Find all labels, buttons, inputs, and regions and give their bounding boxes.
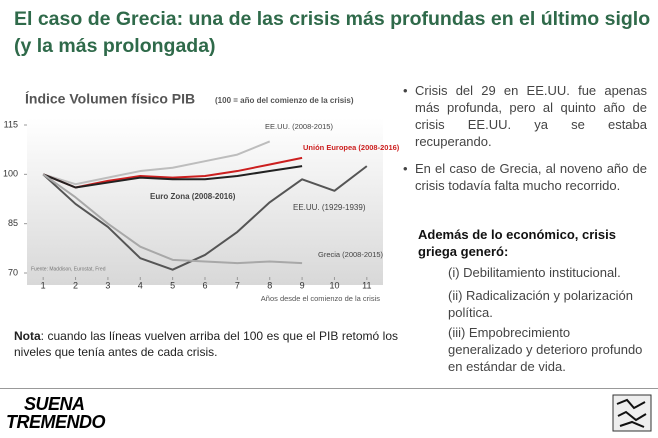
plot-background (27, 118, 383, 285)
chart-subtitle: (100 = año del comienzo de la crisis) (215, 96, 354, 105)
series-label: EE.UU. (1929-1939) (293, 203, 366, 212)
x-axis-label: Años desde el comienzo de la crisis (261, 294, 380, 303)
note: Nota: cuando las líneas vuelven arriba d… (14, 328, 398, 360)
series-label: Grecia (2008-2015) (318, 250, 384, 259)
x-tick-label: 2 (73, 280, 78, 290)
slide-title: El caso de Grecia: una de las crisis más… (14, 8, 651, 57)
x-tick-label: 4 (138, 280, 143, 290)
bullet: En el caso de Grecia, al noveno año de c… (403, 160, 647, 194)
y-tick-label: 115 (4, 119, 18, 129)
divider (0, 388, 658, 389)
chart-title: Índice Volumen físico PIB (25, 91, 195, 107)
x-tick-label: 10 (329, 280, 339, 290)
series-line (42, 165, 303, 189)
note-label: Nota (14, 329, 41, 343)
x-tick-label: 7 (235, 280, 240, 290)
x-tick-label: 5 (170, 280, 175, 290)
logo-text: SUENA (24, 394, 85, 414)
note-text: : cuando las líneas vuelven arriba del 1… (14, 329, 398, 359)
x-tick-label: 3 (105, 280, 110, 290)
chart: Índice Volumen físico PIB (100 = año del… (3, 91, 400, 303)
bullet: Crisis del 29 en EE.UU. fue apenas más p… (403, 82, 647, 150)
y-tick-label: 70 (8, 267, 18, 277)
subheading: Además de lo económico, crisis griega ge… (418, 227, 616, 259)
x-tick-label: 1 (41, 280, 46, 290)
logo: SUENA TREMENDO (6, 394, 106, 432)
series-line (42, 173, 303, 265)
x-tick-label: 8 (267, 280, 272, 290)
list-item: (ii) Radicalización y polarización polít… (448, 288, 633, 320)
x-tick-label: 6 (202, 280, 207, 290)
logo-icon (612, 394, 652, 432)
series-label: Euro Zona (2008-2016) (150, 192, 236, 201)
series-line (42, 165, 368, 271)
list-item: (i) Debilitamiento institucional. (448, 265, 621, 280)
series-label: Unión Europea (2008-2016) (303, 143, 400, 152)
source: Fuente: Maddison, Eurostat, Fred (31, 266, 106, 272)
x-tick-label: 9 (300, 280, 305, 290)
series-label: EE.UU. (2008-2015) (265, 122, 333, 131)
y-tick-label: 100 (3, 169, 18, 179)
logo-text: TREMENDO (6, 412, 106, 432)
x-tick-label: 11 (362, 280, 371, 290)
series-line (42, 140, 271, 186)
list-item: (iii) Empobrecimiento generalizado y det… (448, 325, 643, 374)
y-tick-label: 85 (8, 218, 18, 228)
